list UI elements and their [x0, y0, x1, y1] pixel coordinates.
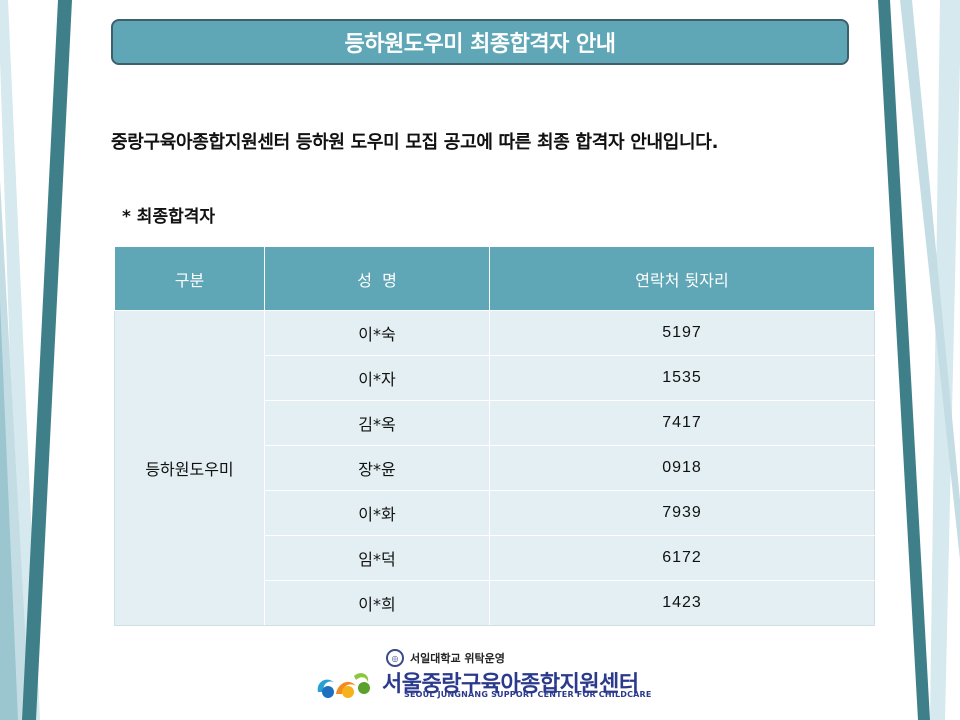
phone-cell: 6172 — [489, 535, 875, 581]
university-text: 서일대학교 위탁운영 — [410, 652, 505, 665]
header-name: 성 명 — [264, 246, 490, 311]
header-category: 구분 — [114, 246, 265, 311]
phone-cell: 7939 — [489, 490, 875, 536]
center-name: 서울중랑구육아종합지원센터 — [382, 672, 639, 697]
section-label: * 최종합격자 — [122, 207, 216, 227]
page-title: 등하원도우미 최종합격자 안내 — [344, 32, 616, 57]
table-row: 등하원도우미 이*숙 5197 — [114, 310, 875, 626]
phone-cell: 7417 — [489, 400, 875, 446]
footer-logo: ◎ 서일대학교 위탁운영 서울중랑구육아종합지원센터 SEOUL JUNGNAN… — [314, 648, 654, 708]
phone-cell: 5197 — [489, 310, 875, 356]
category-cell: 등하원도우미 — [114, 310, 265, 626]
name-cell: 임*덕 — [264, 535, 490, 581]
university-seal-icon: ◎ — [386, 649, 404, 667]
table-row: 이*희 1423 — [115, 580, 875, 626]
center-logo-icon — [317, 673, 370, 698]
phone-cell: 1535 — [489, 355, 875, 401]
name-cell: 김*옥 — [264, 400, 490, 446]
phone-cell: 1423 — [489, 580, 875, 626]
name-cell: 장*윤 — [264, 445, 490, 491]
table-row: 임*덕 6172 — [115, 535, 875, 581]
table-row: 이*화 7939 — [115, 490, 875, 536]
table-row: 이*자 1535 — [115, 355, 875, 401]
result-table: 구분 성 명 연락처 뒷자리 등하원도우미 이*숙 5197 이*자 1535 … — [114, 246, 875, 626]
name-cell: 이*화 — [264, 490, 490, 536]
name-cell: 이*숙 — [264, 310, 490, 356]
university-line: ◎ 서일대학교 위탁운영 — [386, 649, 505, 667]
phone-cell: 0918 — [489, 445, 875, 491]
name-cell: 이*희 — [264, 580, 490, 626]
table-header-row: 구분 성 명 연락처 뒷자리 — [114, 246, 875, 311]
intro-text: 중랑구육아종합지원센터 등하원 도우미 모집 공고에 따른 최종 합격자 안내입… — [111, 132, 719, 153]
name-cell: 이*자 — [264, 355, 490, 401]
center-name-english: SEOUL JUNGNANG SUPPORT CENTER FOR CHILDC… — [404, 690, 652, 699]
table-row: 장*윤 0918 — [115, 445, 875, 491]
header-phone: 연락처 뒷자리 — [489, 246, 875, 311]
title-banner: 등하원도우미 최종합격자 안내 — [111, 19, 849, 65]
